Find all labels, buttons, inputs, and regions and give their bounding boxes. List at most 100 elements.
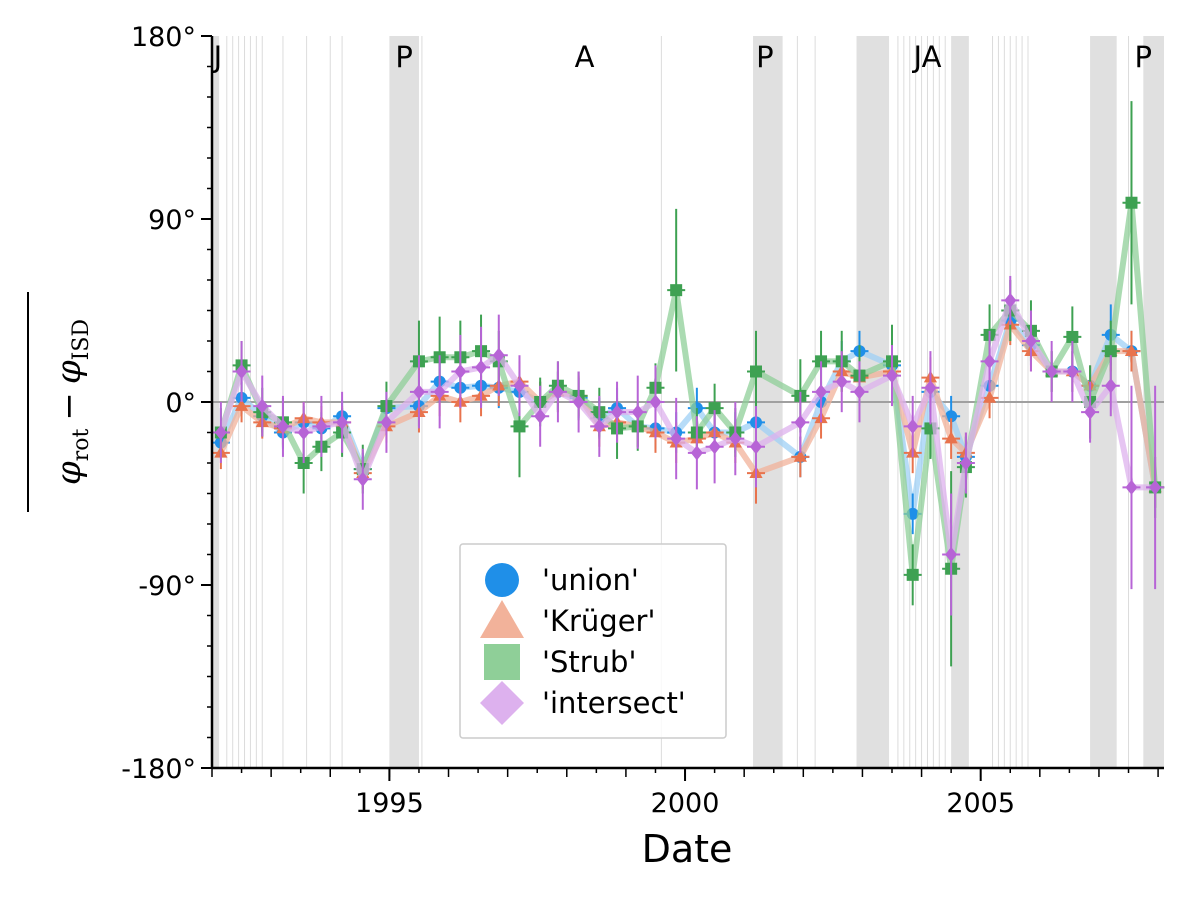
region-label-5: P (1135, 40, 1153, 74)
point-1-27 (793, 449, 807, 462)
legend-label-0: 'union' (542, 563, 639, 597)
point-3-32 (906, 418, 919, 434)
point-3-23 (690, 445, 703, 461)
point-3-39 (1045, 364, 1058, 379)
point-3-22 (670, 431, 683, 447)
point-3-37 (1004, 292, 1017, 308)
y-tick-label-3: -90° (138, 571, 196, 602)
svg-text:φrot−φISD: φrot−φISD (49, 319, 94, 485)
point-3-2 (256, 398, 269, 414)
x-axis-label: Date (642, 827, 733, 871)
point-3-25 (729, 431, 742, 447)
legend-item-1: 'Krüger' (480, 600, 655, 638)
legend-marker-3 (480, 681, 524, 725)
y-axis-label-phi-2: φ (49, 360, 89, 384)
point-3-0 (214, 425, 227, 440)
point-3-40 (1066, 364, 1079, 379)
y-tick-label-2: 0° (165, 388, 196, 419)
point-3-14 (513, 378, 526, 394)
legend-label-1: 'Krüger' (542, 604, 655, 638)
legend: 'union' 'Krüger' 'Strub' 'intersect' (459, 543, 727, 739)
point-3-10 (433, 384, 446, 400)
point-3-42 (1104, 378, 1117, 394)
legend-label-2: 'Strub' (542, 645, 636, 679)
legend-marker-0 (485, 563, 519, 597)
point-3-16 (551, 384, 564, 400)
point-3-3 (276, 418, 289, 434)
point-3-20 (631, 404, 644, 420)
series-layer (211, 101, 1165, 667)
y-tick-label-4: -180° (121, 754, 196, 785)
y-tick-label-0: 180° (131, 22, 196, 53)
legend-marker-2 (484, 644, 520, 680)
point-2-32 (906, 568, 919, 581)
region-label-4: JA (912, 40, 942, 74)
point-3-30 (853, 384, 866, 400)
point-1-36 (982, 390, 997, 403)
point-3-43 (1125, 479, 1138, 495)
region-label-2: A (575, 40, 595, 74)
x-tick-label-0: 1995 (355, 788, 424, 819)
point-3-21 (649, 394, 662, 410)
point-3-1 (235, 364, 248, 379)
legend-marker-1 (480, 600, 524, 638)
point-3-18 (593, 418, 606, 434)
point-3-12 (475, 359, 488, 375)
point-3-29 (835, 374, 848, 390)
point-3-41 (1084, 404, 1097, 420)
point-1-43 (1124, 343, 1139, 356)
legend-box (459, 543, 727, 739)
y-axis-label-phi: φ (49, 461, 89, 485)
point-3-4 (297, 425, 310, 440)
y-axis-label: φrot−φISD (27, 292, 94, 512)
legend-item-2: 'Strub' (484, 644, 636, 680)
point-3-19 (611, 404, 624, 420)
point-3-8 (380, 414, 393, 430)
point-3-36 (983, 353, 996, 369)
point-3-24 (708, 439, 721, 455)
point-0-34 (945, 410, 958, 423)
point-3-28 (815, 384, 828, 400)
series-line-2 (218, 199, 1159, 578)
event-lines (226, 36, 1130, 768)
legend-label-3: 'intersect' (542, 686, 686, 720)
y-tick-label-1: 90° (148, 205, 196, 236)
point-2-14 (513, 420, 526, 433)
region-label-3: P (756, 40, 774, 74)
point-3-13 (492, 347, 505, 363)
point-2-42 (1104, 345, 1117, 358)
region-label-1: P (395, 40, 413, 74)
point-3-27 (794, 414, 807, 430)
x-tick-label-2: 2005 (946, 788, 1015, 819)
point-2-40 (1066, 330, 1079, 343)
point-3-34 (945, 547, 958, 562)
legend-item-0: 'union' (485, 563, 639, 597)
point-3-6 (336, 414, 349, 430)
point-3-35 (959, 455, 972, 471)
ticks: 180° 90° 0° -90° -180° 1995 2000 2005 (121, 22, 1159, 819)
point-3-15 (534, 408, 547, 424)
point-3-31 (886, 368, 898, 384)
series-line-3 (218, 297, 1156, 558)
point-2-24 (708, 402, 721, 415)
y-axis-label-sub-rot: rot (69, 428, 94, 461)
legend-item-3: 'intersect' (480, 681, 686, 725)
series-line-0 (218, 317, 1159, 517)
point-3-5 (315, 418, 328, 434)
region-label-0: J (212, 40, 223, 74)
series-3 (211, 275, 1165, 616)
point-3-38 (1024, 333, 1037, 349)
point-3-17 (572, 394, 585, 410)
point-2-22 (670, 284, 683, 297)
point-2-43 (1125, 196, 1138, 209)
point-1-34 (944, 431, 958, 444)
point-2-26 (750, 365, 762, 378)
point-3-44 (1149, 479, 1162, 495)
point-3-26 (750, 439, 762, 455)
y-axis-label-sub-isd: ISD (69, 319, 94, 360)
region-labels: J P A P JA P (212, 40, 1152, 74)
x-tick-label-1: 2000 (651, 788, 720, 819)
point-1-1 (234, 398, 249, 411)
series-1 (211, 304, 1165, 508)
